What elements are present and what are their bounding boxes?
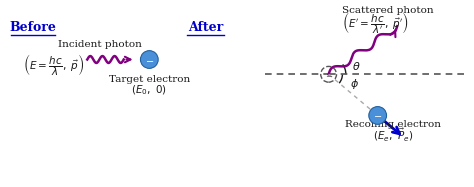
Text: $\left(E = \dfrac{hc}{\lambda},\ \vec{p}\right)$: $\left(E = \dfrac{hc}{\lambda},\ \vec{p}…: [23, 52, 84, 78]
Text: $\phi$: $\phi$: [350, 77, 359, 91]
Text: Scattered photon: Scattered photon: [342, 6, 434, 15]
Text: $(E_0,\ 0)$: $(E_0,\ 0)$: [131, 83, 167, 97]
Text: $(E_e,\ \vec{P}_e)$: $(E_e,\ \vec{P}_e)$: [373, 127, 413, 144]
Text: Target electron: Target electron: [109, 75, 190, 84]
Text: Before: Before: [9, 22, 56, 34]
Text: $\left(E' = \dfrac{hc}{\lambda'},\ \vec{p}'\right)$: $\left(E' = \dfrac{hc}{\lambda'},\ \vec{…: [342, 10, 410, 36]
Circle shape: [140, 51, 158, 68]
Text: $-$: $-$: [373, 111, 382, 120]
Text: Incident photon: Incident photon: [58, 40, 142, 49]
Text: $\theta$: $\theta$: [352, 60, 361, 72]
Circle shape: [369, 107, 386, 124]
Text: Recoiling electron: Recoiling electron: [345, 120, 441, 129]
Text: $-$: $-$: [325, 70, 333, 79]
Text: $-$: $-$: [145, 55, 154, 65]
Text: After: After: [188, 22, 223, 34]
